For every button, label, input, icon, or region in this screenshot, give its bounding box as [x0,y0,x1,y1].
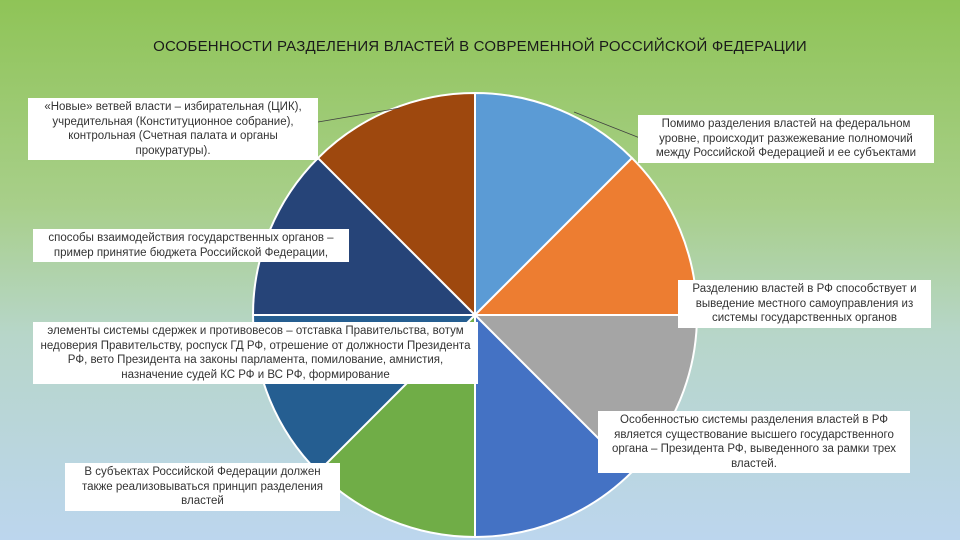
label-interaction-methods: способы взаимодействия государственных о… [33,229,349,262]
label-new-branches: «Новые» ветвей власти – избирательная (Ц… [28,98,318,160]
label-president-outside-branches: Особенностью системы разделения властей … [598,411,910,473]
pie-slice-1 [474,91,634,318]
label-local-self-government: Разделению властей в РФ способствует и в… [678,280,931,328]
label-regional-separation: В субъектах Российской Федерации должен … [65,463,340,511]
leader-lines [317,107,651,143]
slide-title: ОСОБЕННОСТИ РАЗДЕЛЕНИЯ ВЛАСТЕЙ В СОВРЕМЕ… [153,38,807,55]
pie-slice-4 [474,312,634,539]
leader-line-1 [573,111,651,143]
label-checks-and-balances: элементы системы сдержек и противовесов … [33,322,478,384]
label-federal-subjects-delimitation: Помимо разделения властей на федеральном… [638,115,934,163]
leader-line-8 [317,107,401,123]
